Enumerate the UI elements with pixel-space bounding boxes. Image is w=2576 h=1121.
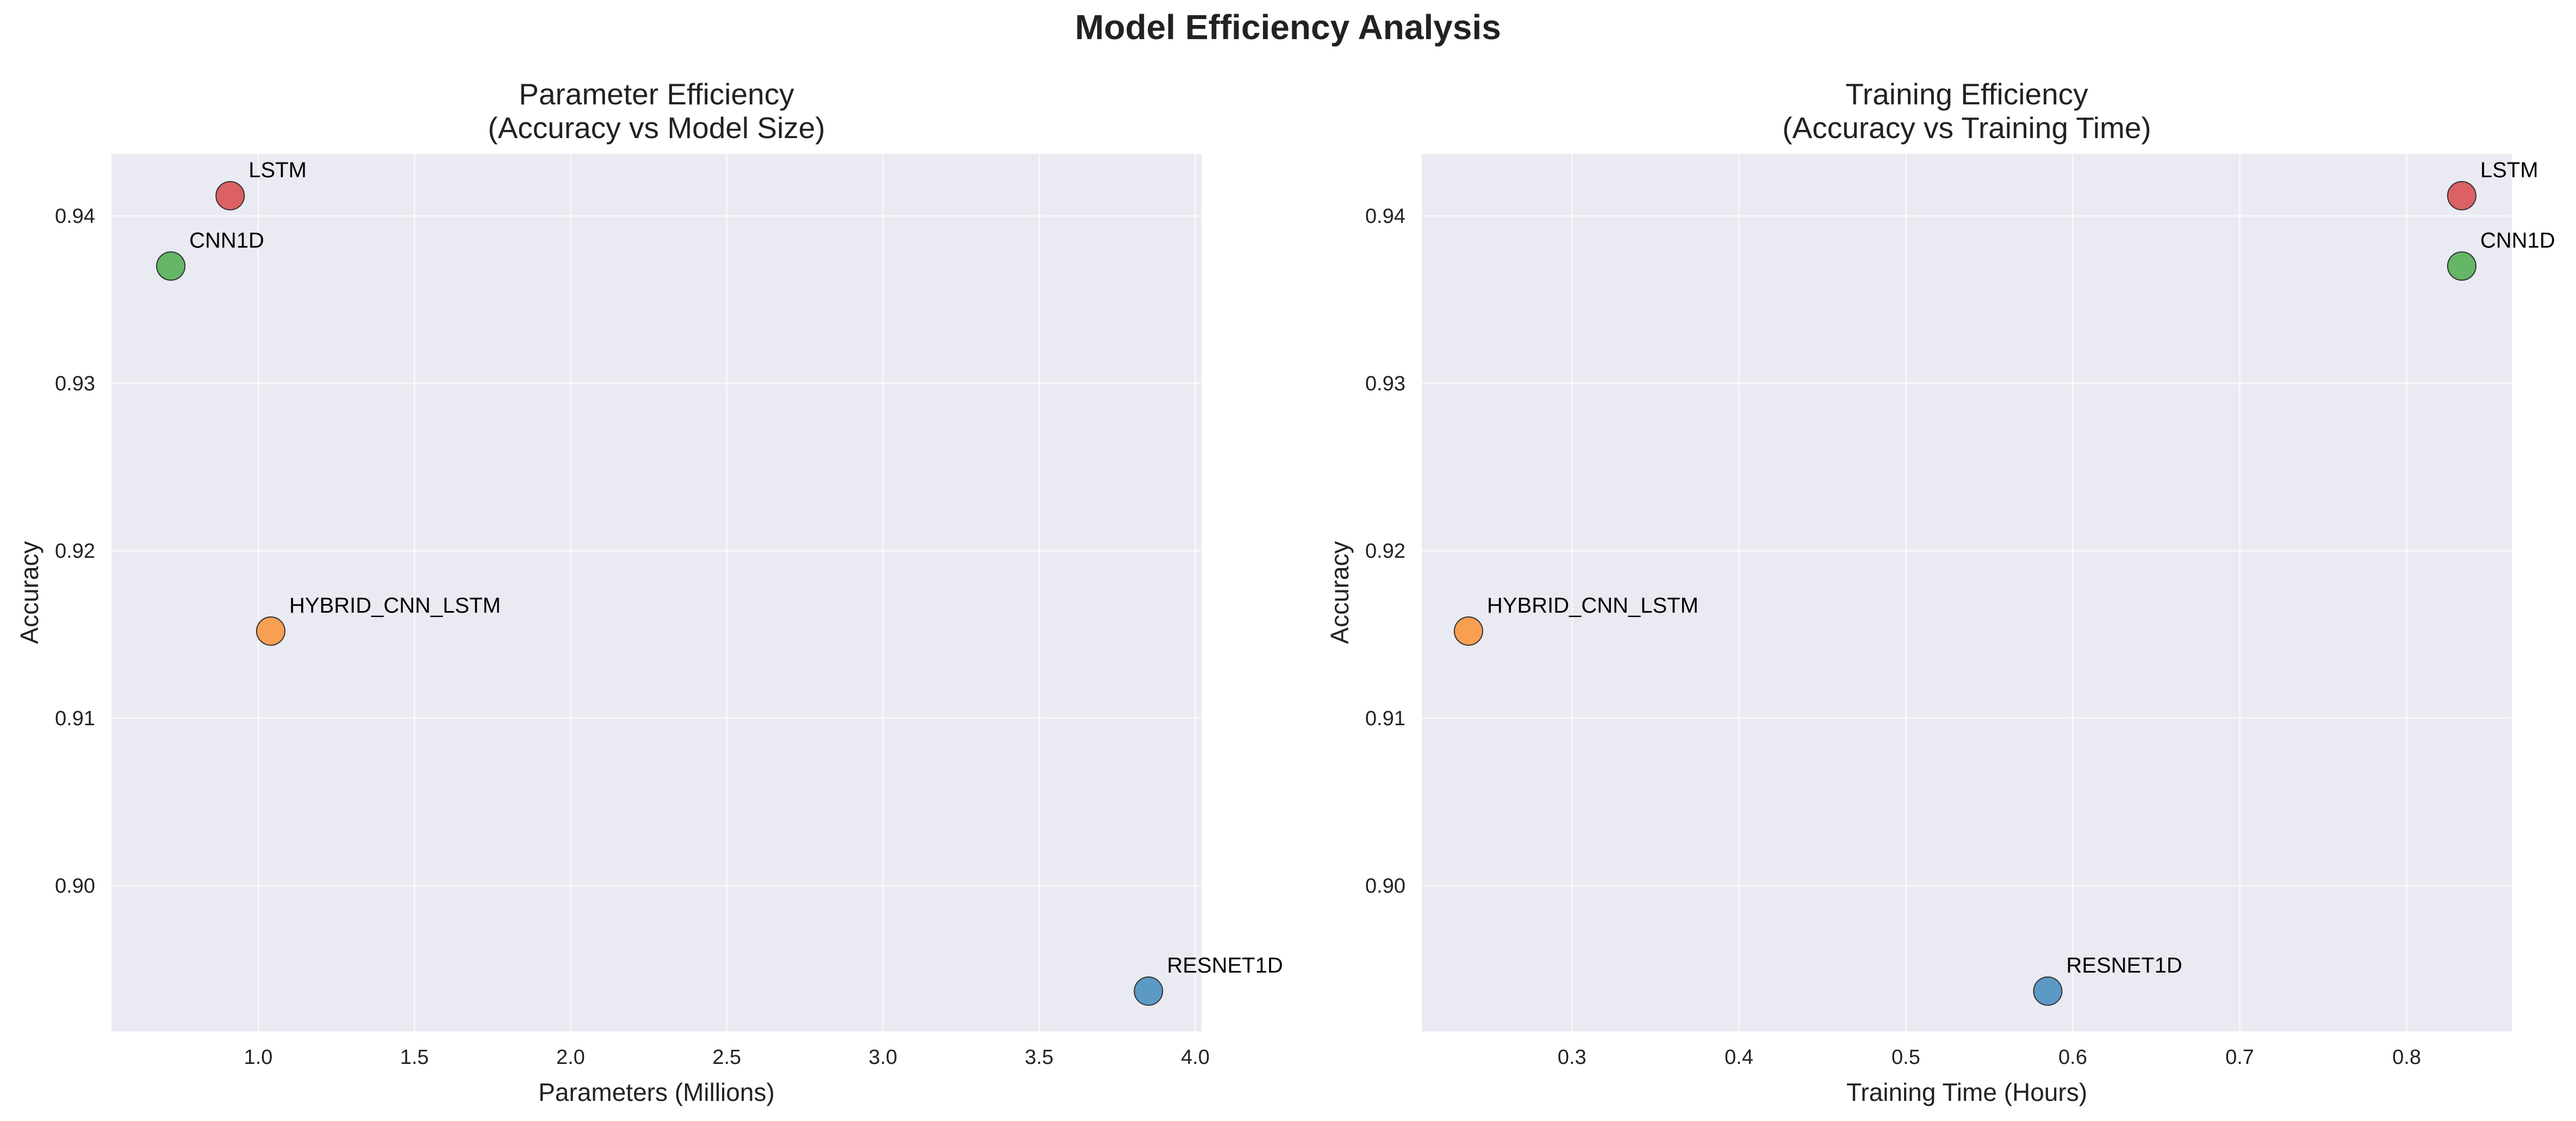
y-tick-label: 0.92 (55, 540, 95, 563)
x-tick-label: 2.5 (712, 1046, 741, 1069)
point-label-hybrid-cnn-lstm: HYBRID_CNN_LSTM (1487, 594, 1698, 618)
y-tick-label: 0.90 (55, 875, 95, 898)
y-tick-label: 0.94 (55, 205, 95, 228)
point-resnet1d (2033, 976, 2063, 1006)
point-label-lstm: LSTM (248, 158, 307, 182)
y-axis-label: Accuracy (1326, 541, 1354, 644)
x-tick-label: 4.0 (1181, 1046, 1210, 1069)
point-label-cnn1d: CNN1D (2480, 228, 2555, 252)
point-hybrid-cnn-lstm (1453, 616, 1483, 646)
y-tick-label: 0.91 (55, 707, 95, 730)
x-axis-label: Parameters (Millions) (538, 1078, 775, 1106)
x-tick-label: 0.5 (1891, 1046, 1920, 1069)
point-label-resnet1d: RESNET1D (1167, 954, 1283, 977)
point-lstm (2447, 181, 2477, 211)
y-tick-label: 0.90 (1365, 875, 1405, 898)
x-tick-label: 1.0 (244, 1046, 273, 1069)
panel-title: Training Efficiency (Accuracy vs Training… (1782, 77, 2151, 145)
x-axis-label: Training Time (Hours) (1846, 1078, 2087, 1106)
x-tick-label: 3.5 (1025, 1046, 1054, 1069)
x-tick-label: 0.8 (2392, 1046, 2421, 1069)
x-tick-label: 1.5 (400, 1046, 429, 1069)
x-tick-label: 2.0 (556, 1046, 585, 1069)
y-tick-label: 0.93 (55, 372, 95, 395)
point-hybrid-cnn-lstm (256, 616, 285, 646)
y-tick-label: 0.92 (1365, 540, 1405, 563)
plot-area (111, 154, 1202, 1031)
point-resnet1d (1134, 976, 1163, 1006)
panel-title: Parameter Efficiency (Accuracy vs Model S… (488, 77, 825, 145)
point-cnn1d (2447, 251, 2477, 281)
y-tick-label: 0.94 (1365, 205, 1405, 228)
figure-title: Model Efficiency Analysis (1075, 8, 1501, 47)
plot-area (1422, 154, 2512, 1031)
point-label-resnet1d: RESNET1D (2066, 954, 2182, 977)
x-tick-label: 3.0 (869, 1046, 898, 1069)
point-label-cnn1d: CNN1D (189, 228, 264, 252)
x-tick-label: 0.3 (1558, 1046, 1586, 1069)
point-lstm (215, 181, 245, 211)
x-tick-label: 0.4 (1725, 1046, 1753, 1069)
y-axis-label: Accuracy (15, 541, 43, 644)
training-efficiency-chart: 0.3 0.4 0.5 0.6 0.7 0.8 0.90 0.91 0.92 0.93 0.94 Tr… (1326, 77, 2555, 1106)
y-tick-label: 0.91 (1365, 707, 1405, 730)
y-tick-label: 0.93 (1365, 372, 1405, 395)
point-label-lstm: LSTM (2480, 158, 2538, 182)
point-label-hybrid-cnn-lstm: HYBRID_CNN_LSTM (289, 594, 501, 618)
point-cnn1d (156, 251, 186, 281)
x-tick-label: 0.6 (2058, 1046, 2087, 1069)
x-tick-label: 0.7 (2225, 1046, 2254, 1069)
parameter-efficiency-chart: 1.0 1.5 2.0 2.5 3.0 3.5 4.0 0.90 0.91 0.92 0.93 0.9… (15, 77, 1283, 1106)
